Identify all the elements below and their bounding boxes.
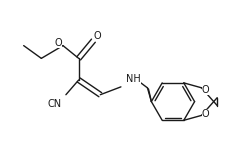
Text: NH: NH bbox=[126, 74, 140, 84]
Text: CN: CN bbox=[47, 99, 61, 109]
Text: O: O bbox=[202, 85, 209, 95]
Text: O: O bbox=[202, 109, 209, 119]
Text: O: O bbox=[93, 31, 101, 41]
Text: O: O bbox=[54, 38, 62, 48]
